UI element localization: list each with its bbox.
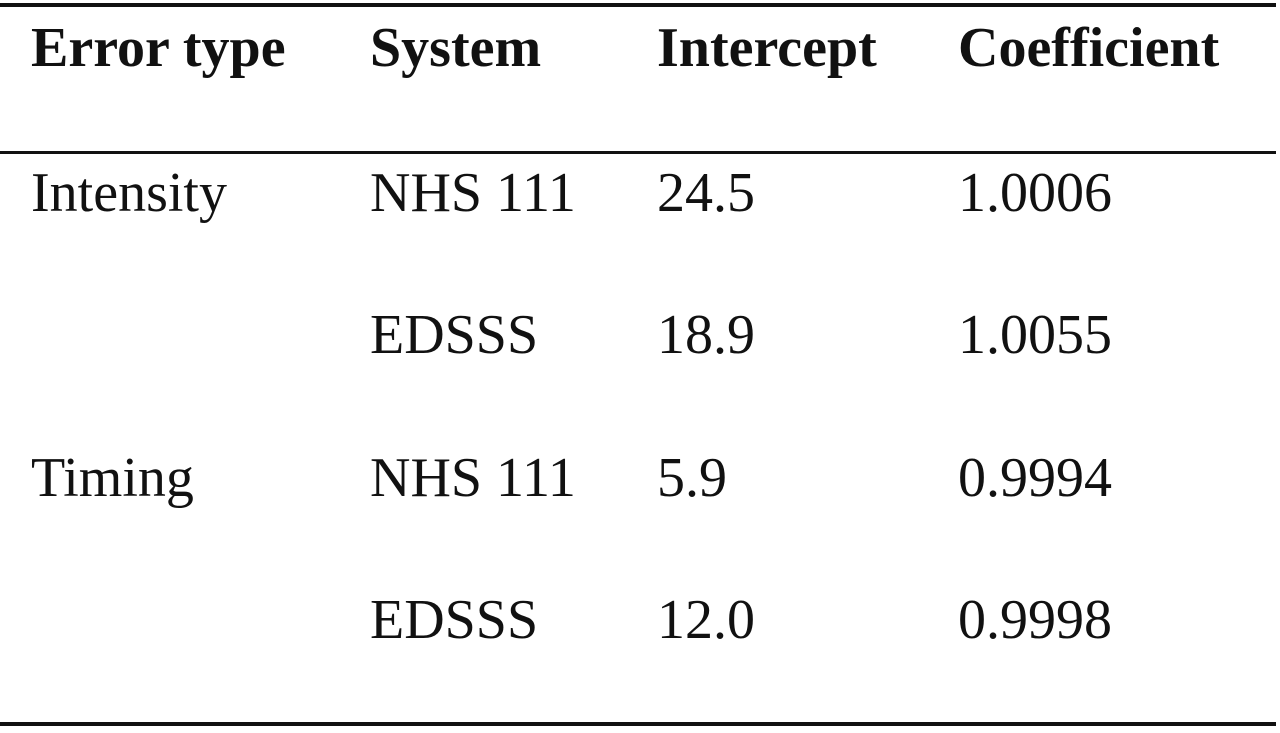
cell-coefficient: 0.9998 <box>958 589 1112 651</box>
cell-intercept: 12.0 <box>657 589 755 651</box>
cell-system: EDSSS <box>370 304 539 366</box>
cell-coefficient: 0.9994 <box>958 447 1112 509</box>
header-coefficient: Coefficient <box>958 17 1220 79</box>
cell-system: NHS 111 <box>370 162 576 224</box>
bottom-rule <box>0 722 1276 726</box>
top-rule <box>0 3 1276 7</box>
cell-intercept: 5.9 <box>657 447 727 509</box>
header-system: System <box>370 17 542 79</box>
cell-error-type: Timing <box>31 447 194 509</box>
header-rule <box>0 151 1276 154</box>
cell-coefficient: 1.0006 <box>958 162 1112 224</box>
cell-intercept: 24.5 <box>657 162 755 224</box>
cell-coefficient: 1.0055 <box>958 304 1112 366</box>
cell-system: NHS 111 <box>370 447 576 509</box>
cell-intercept: 18.9 <box>657 304 755 366</box>
cell-system: EDSSS <box>370 589 539 651</box>
header-error-type: Error type <box>31 17 286 79</box>
header-intercept: Intercept <box>657 17 877 79</box>
cell-error-type: Intensity <box>31 162 227 224</box>
